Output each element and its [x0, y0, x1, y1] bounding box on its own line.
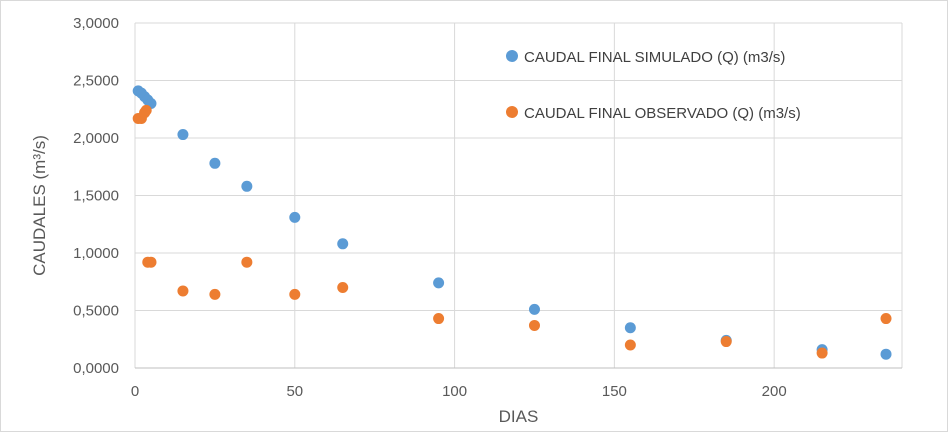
x-axis-title: DIAS [499, 407, 539, 426]
y-tick-label: 1,5000 [73, 188, 119, 205]
x-tick-label: 100 [442, 383, 467, 400]
x-tick-label: 150 [602, 383, 627, 400]
x-axis-ticks: 0 50 100 150 200 [131, 383, 787, 400]
point-observado [528, 319, 540, 331]
point-simulado [528, 303, 540, 315]
y-axis-ticks: 0,0000 0,5000 1,0000 1,5000 2,0000 2,5000 3,00… [73, 15, 119, 377]
data-points [132, 85, 892, 360]
point-observado [816, 347, 828, 359]
point-observado [177, 285, 189, 297]
y-tick-label: 0,5000 [73, 303, 119, 320]
y-tick-label: 2,5000 [73, 73, 119, 90]
point-observado [433, 313, 445, 325]
point-simulado [209, 157, 221, 169]
y-tick-label: 1,0000 [73, 245, 119, 262]
point-observado [720, 336, 732, 348]
point-simulado [880, 348, 892, 360]
point-simulado [337, 238, 349, 250]
point-observado [337, 282, 349, 293]
x-tick-label: 50 [286, 383, 303, 400]
y-axis-title: CAUDALES (m³/s) [30, 135, 49, 276]
point-simulado [289, 211, 301, 223]
point-observado [145, 256, 157, 268]
point-simulado [433, 277, 445, 289]
point-observado [624, 339, 636, 351]
grid-lines [134, 22, 903, 368]
y-tick-label: 3,0000 [73, 15, 119, 32]
y-tick-label: 0,0000 [73, 360, 119, 377]
point-simulado [624, 322, 636, 334]
point-observado [289, 288, 301, 300]
x-tick-label: 0 [131, 383, 139, 400]
legend-label-observado: CAUDAL FINAL OBSERVADO (Q) (m3/s) [524, 105, 801, 122]
legend-marker-simulado [506, 50, 518, 62]
point-observado [140, 104, 152, 116]
point-observado [880, 313, 892, 325]
point-simulado [241, 180, 253, 192]
legend-marker-observado [506, 106, 518, 118]
point-observado [241, 256, 253, 268]
y-tick-label: 2,0000 [73, 130, 119, 147]
x-tick-label: 200 [762, 383, 787, 400]
legend: CAUDAL FINAL SIMULADO (Q) (m3/s) CAUDAL … [506, 49, 801, 122]
legend-label-simulado: CAUDAL FINAL SIMULADO (Q) (m3/s) [524, 49, 785, 66]
point-observado [209, 288, 221, 300]
point-simulado [177, 129, 189, 141]
